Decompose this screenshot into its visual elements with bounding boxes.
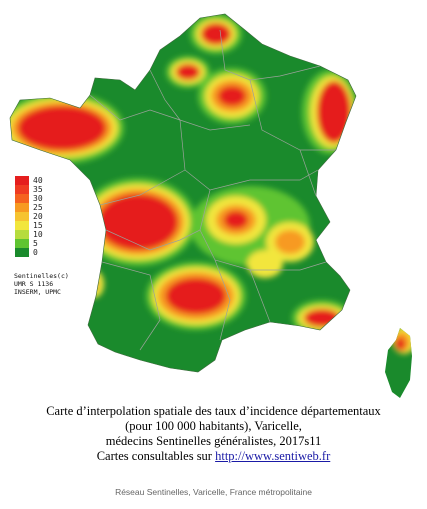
sentiweb-link[interactable]: http://www.sentiweb.fr: [215, 449, 331, 463]
hotspot-provence: [292, 300, 352, 336]
hotspot-north: [190, 14, 242, 54]
hotspot-loire: [80, 178, 196, 266]
legend-label-5: 5: [33, 239, 38, 248]
hotspot-normandy: [166, 56, 210, 88]
legend-swatch-25: [15, 203, 29, 212]
caption-line-2: (pour 100 000 habitants), Varicelle,: [125, 419, 302, 433]
hotspot-rhone: [190, 186, 314, 278]
legend-swatch-0: [15, 248, 29, 257]
legend-label-10: 10: [33, 230, 43, 239]
legend-swatch-15: [15, 221, 29, 230]
footer-text: Réseau Sentinelles, Varicelle, France mé…: [115, 487, 312, 497]
region-borders: [89, 29, 336, 351]
hotspot-toulouse: [146, 262, 246, 330]
caption-line-1: Carte d’interpolation spatiale des taux …: [46, 404, 381, 418]
legend-swatch-20: [15, 212, 29, 221]
mainland-france: [10, 14, 356, 372]
hotspot-paris: [198, 68, 266, 124]
hotspot-coast: [84, 270, 104, 298]
legend-swatch-35: [15, 185, 29, 194]
credit-line-3: INSERM, UPMC: [14, 288, 61, 296]
legend-swatch-10: [15, 230, 29, 239]
legend-label-35: 35: [33, 185, 43, 194]
legend-label-15: 15: [33, 221, 43, 230]
legend-label-30: 30: [33, 194, 43, 203]
caption-prefix: Cartes consultables sur: [96, 449, 216, 463]
legend-swatch-5: [15, 239, 29, 248]
caption-line-4: Cartes consultables sur http://www.senti…: [0, 449, 427, 464]
caption-line-3: médecins Sentinelles généralistes, 2017s…: [105, 434, 322, 448]
france-outline: [9, 13, 357, 373]
legend-label-0: 0: [33, 248, 38, 257]
legend-label-40: 40: [33, 176, 43, 185]
legend-swatch-30: [15, 194, 29, 203]
credit-line-2: UMR S 1136: [14, 280, 54, 288]
legend-label-25: 25: [33, 203, 43, 212]
corsica: [385, 328, 412, 398]
legend-label-20: 20: [33, 212, 43, 221]
map-caption: Carte d’interpolation spatiale des taux …: [0, 404, 427, 464]
credit-line-1: Sentinelles(c): [14, 272, 69, 280]
credit-block: Sentinelles(c) UMR S 1136 INSERM, UPMC: [14, 272, 69, 296]
legend-swatch-40: [15, 176, 29, 185]
hotspot-brittany: [10, 92, 124, 164]
